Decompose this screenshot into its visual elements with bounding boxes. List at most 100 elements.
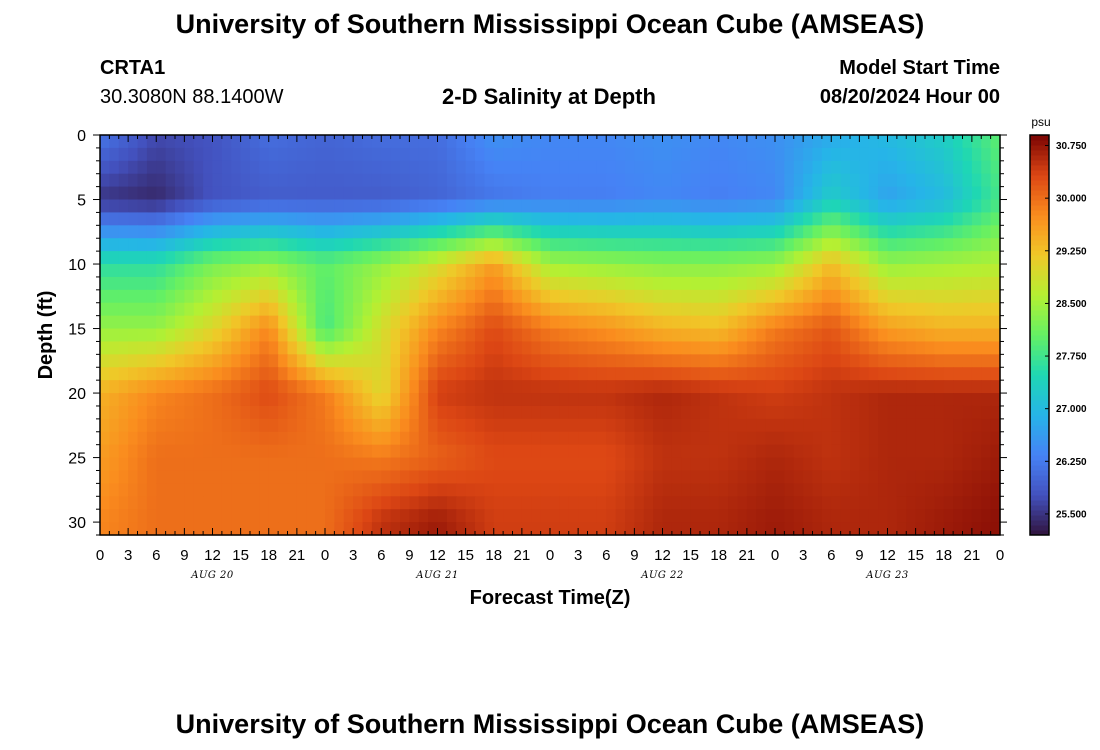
heatmap-cell [559,367,570,381]
heatmap-cell [278,405,289,420]
heatmap-cell [240,367,251,381]
heatmap-cell [475,147,485,162]
heatmap-cell [671,380,682,394]
heatmap-cell [118,470,129,484]
heatmap-cell [568,470,579,484]
heatmap-cell [793,186,804,201]
heatmap-cell [100,354,110,368]
heatmap-cell [240,509,251,523]
heatmap-cell [728,496,739,510]
heatmap-cell [287,160,298,175]
heatmap-cell [634,444,645,459]
heatmap-cell [250,354,260,368]
heatmap-cell [831,160,842,175]
heatmap-cell [109,199,120,214]
heatmap-cell [681,457,692,472]
heatmap-cell [625,341,635,355]
heatmap-cell [653,238,664,252]
heatmap-cell [896,405,907,420]
heatmap-cell [287,418,298,433]
heatmap-cell [840,186,851,201]
heatmap-cell [953,431,964,446]
heatmap-cell [625,264,635,278]
heatmap-cell [962,147,973,162]
heatmap-cell [746,147,757,162]
heatmap-cell [512,289,523,304]
heatmap-cell [971,212,982,226]
heatmap-cell [325,405,335,420]
heatmap-cell [859,341,870,355]
heatmap-cell [475,444,485,459]
heatmap-cell [240,444,251,459]
heatmap-cell [409,405,420,420]
heatmap-cell [953,264,964,278]
heatmap-cell [137,315,148,330]
heatmap-cell [409,315,420,330]
heatmap-cell [100,380,110,394]
heatmap-cell [203,509,214,523]
heatmap-cell [240,457,251,472]
heatmap-cell [437,135,448,149]
heatmap-cell [221,186,232,201]
heatmap-cell [428,276,439,291]
heatmap-cell [456,444,467,459]
heatmap-cell [475,522,485,536]
heatmap-cell [625,418,635,433]
heatmap-cell [578,147,589,162]
heatmap-cell [109,418,120,433]
heatmap-cell [765,238,776,252]
heatmap-cell [381,328,392,343]
heatmap-cell [512,160,523,175]
heatmap-cell [156,380,167,394]
heatmap-cell [221,212,232,226]
heatmap-cell [578,328,589,343]
heatmap-cell [137,457,148,472]
heatmap-cell [484,341,495,355]
heatmap-cell [925,341,935,355]
heatmap-cell [765,160,776,175]
heatmap-cell [756,418,767,433]
heatmap-cell [137,380,148,394]
heatmap-cell [606,251,617,265]
heatmap-cell [906,302,917,317]
heatmap-cell [128,160,139,175]
heatmap-cell [859,405,870,420]
heatmap-cell [231,264,242,278]
heatmap-cell [259,354,270,368]
heatmap-cell [493,496,504,510]
heatmap-cell [615,225,626,239]
heatmap-cell [475,251,485,265]
heatmap-cell [296,483,307,497]
heatmap-cell [925,315,935,330]
heatmap-cell [578,264,589,278]
heatmap-cell [465,393,476,407]
heatmap-cell [250,483,260,497]
heatmap-cell [203,444,214,459]
heatmap-cell [934,483,945,497]
heatmap-cell [793,418,804,433]
heatmap-cell [512,509,523,523]
heatmap-cell [278,522,289,536]
heatmap-cell [540,328,551,343]
colorbar-segment [1030,260,1049,266]
heatmap-cell [306,276,317,291]
heatmap-cell [606,160,617,175]
heatmap-cell [868,367,879,381]
heatmap-cell [606,212,617,226]
heatmap-cell [521,457,532,472]
heatmap-cell [625,212,635,226]
heatmap-cell [878,405,889,420]
heatmap-cell [606,199,617,214]
heatmap-cell [521,470,532,484]
heatmap-cell [400,199,410,214]
heatmap-cell [100,328,110,343]
heatmap-cell [446,302,457,317]
heatmap-cell [690,393,701,407]
heatmap-cell [709,225,720,239]
x-tick-label: 3 [799,547,807,564]
heatmap-cell [521,251,532,265]
heatmap-cell [596,315,607,330]
heatmap-cell [737,199,748,214]
heatmap-cell [728,354,739,368]
heatmap-cell [325,251,335,265]
